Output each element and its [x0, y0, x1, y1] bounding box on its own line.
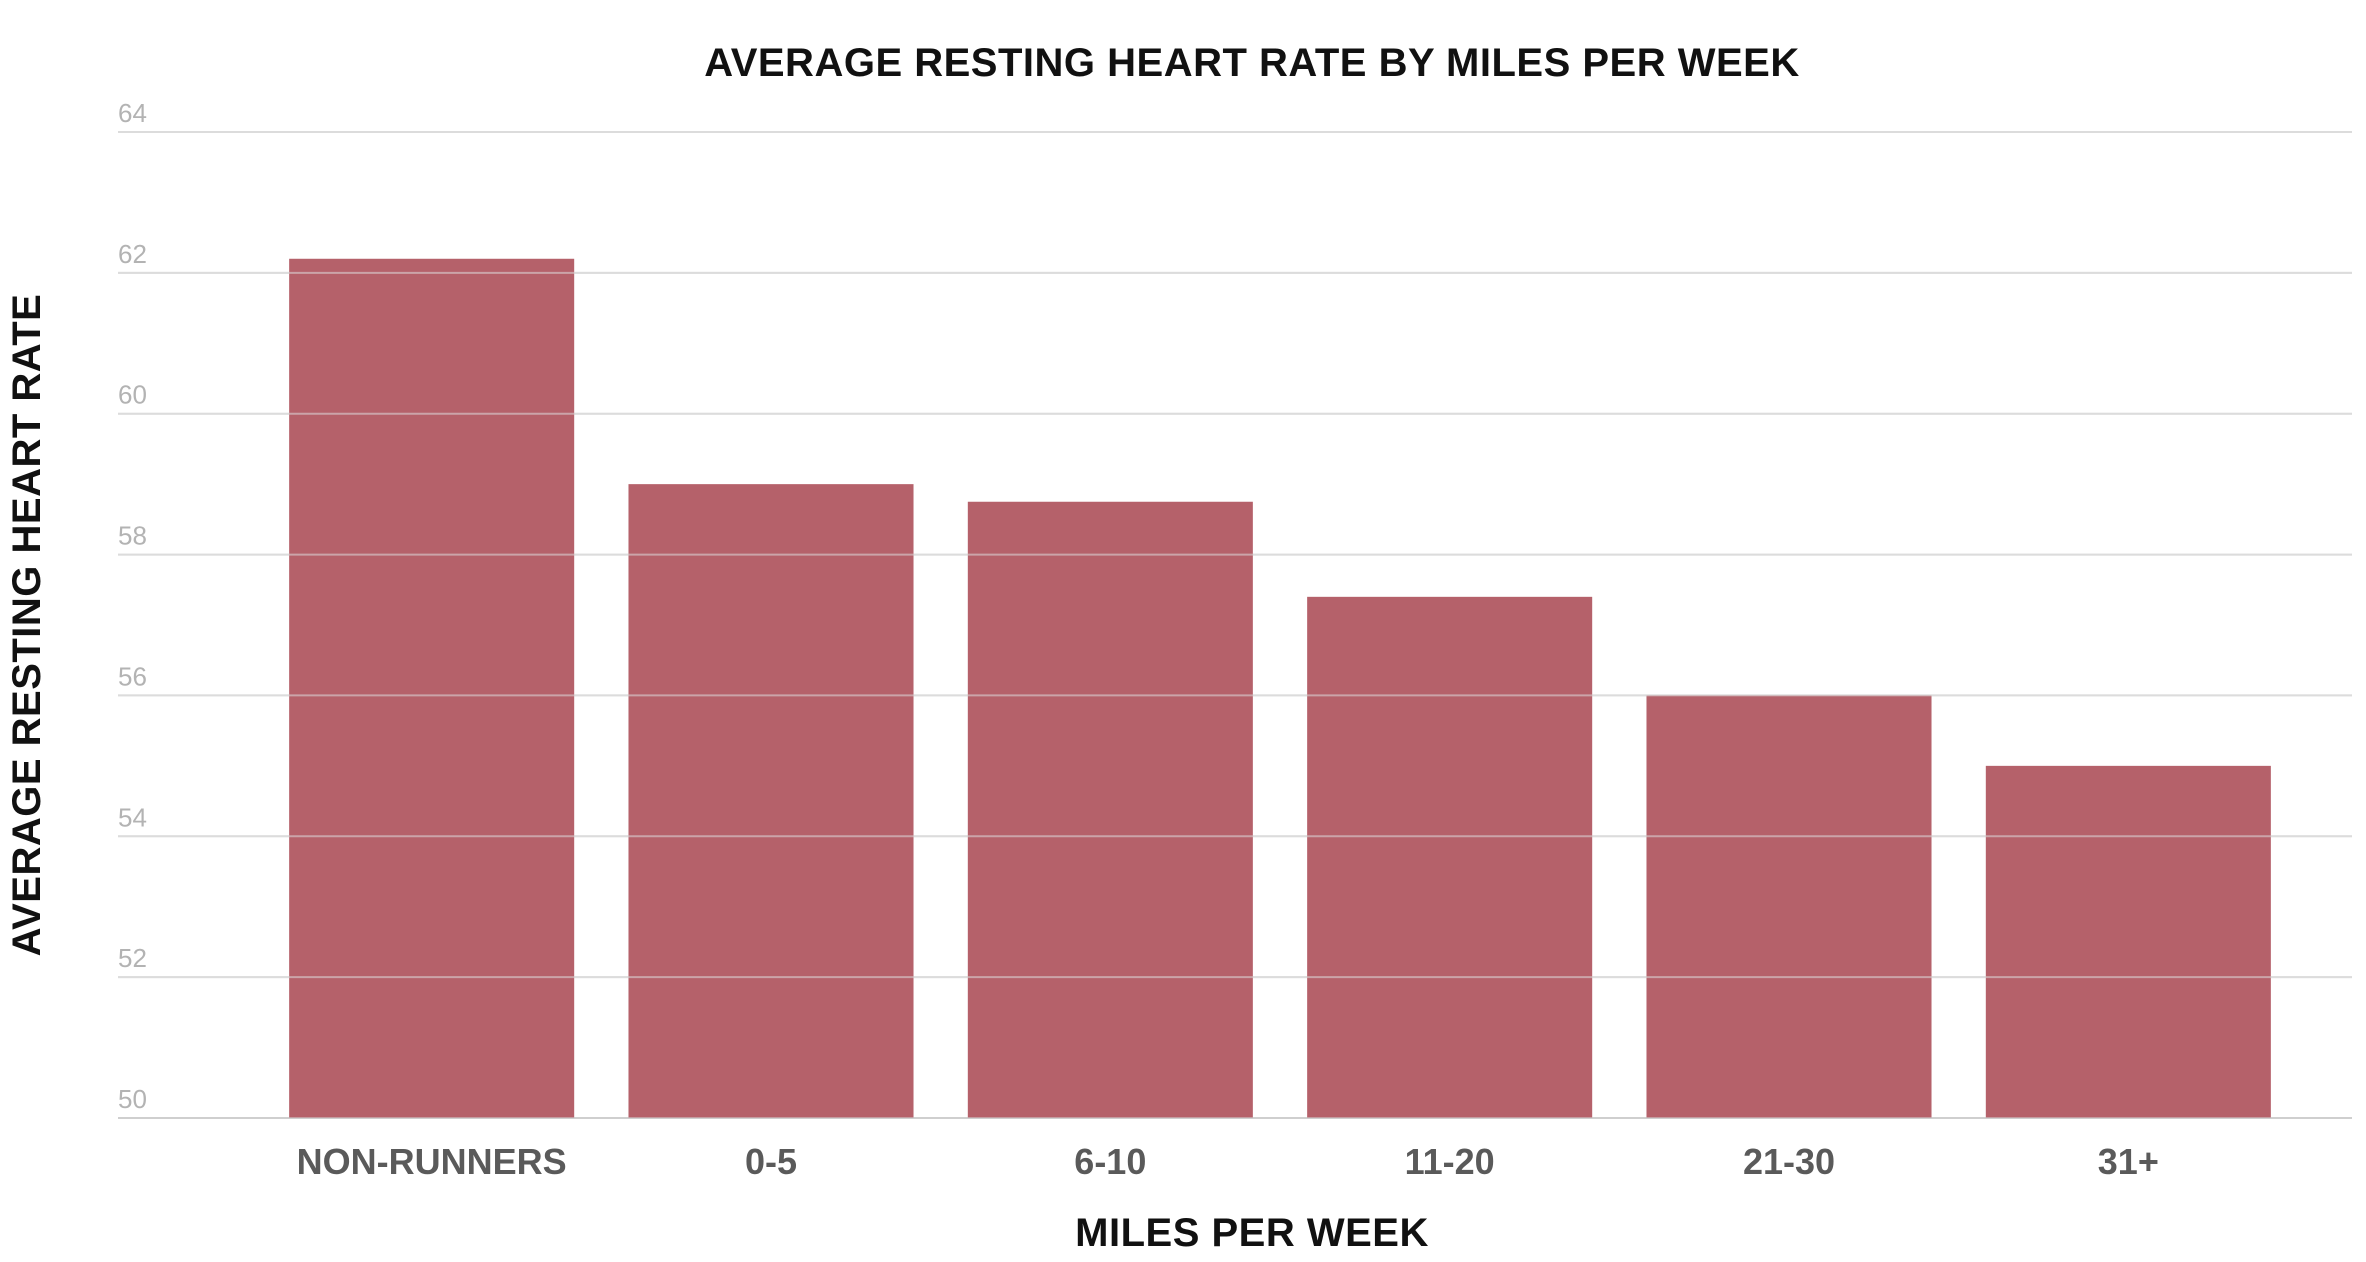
bar-11-20 — [1307, 596, 1593, 1118]
x-axis-ticks: NON-RUNNERS 0-5 6-10 11-20 21-30 31+ — [297, 1141, 2159, 1182]
bars — [289, 258, 2271, 1119]
x-tick-label: 0-5 — [745, 1141, 797, 1182]
x-tick-label: NON-RUNNERS — [297, 1141, 567, 1182]
x-tick-label: 6-10 — [1074, 1141, 1146, 1182]
bar-31- — [1985, 765, 2271, 1118]
y-tick-label: 56 — [118, 661, 147, 691]
x-tick-label: 11-20 — [1405, 1141, 1495, 1182]
bar-21-30 — [1646, 695, 1932, 1118]
bar-0-5 — [628, 484, 914, 1119]
y-tick-label: 62 — [118, 239, 147, 269]
bar-6-10 — [967, 501, 1253, 1118]
y-tick-label: 54 — [118, 802, 147, 832]
gridlines-overlay — [118, 131, 2352, 1119]
y-tick-label: 64 — [118, 98, 147, 128]
y-tick-label: 58 — [118, 521, 147, 551]
chart-title: AVERAGE RESTING HEART RATE BY MILES PER … — [704, 41, 1799, 85]
y-tick-label: 50 — [118, 1084, 147, 1114]
x-axis-title: MILES PER WEEK — [1075, 1211, 1429, 1255]
y-tick-label: 60 — [118, 380, 147, 410]
x-tick-label: 21-30 — [1743, 1141, 1835, 1182]
y-tick-label: 52 — [118, 943, 147, 973]
bar-non-runners — [289, 258, 575, 1118]
y-axis-title: AVERAGE RESTING HEART RATE — [5, 294, 49, 957]
x-tick-label: 31+ — [2098, 1141, 2159, 1182]
y-axis-ticks: 50 52 54 56 58 60 62 64 — [118, 98, 147, 1114]
